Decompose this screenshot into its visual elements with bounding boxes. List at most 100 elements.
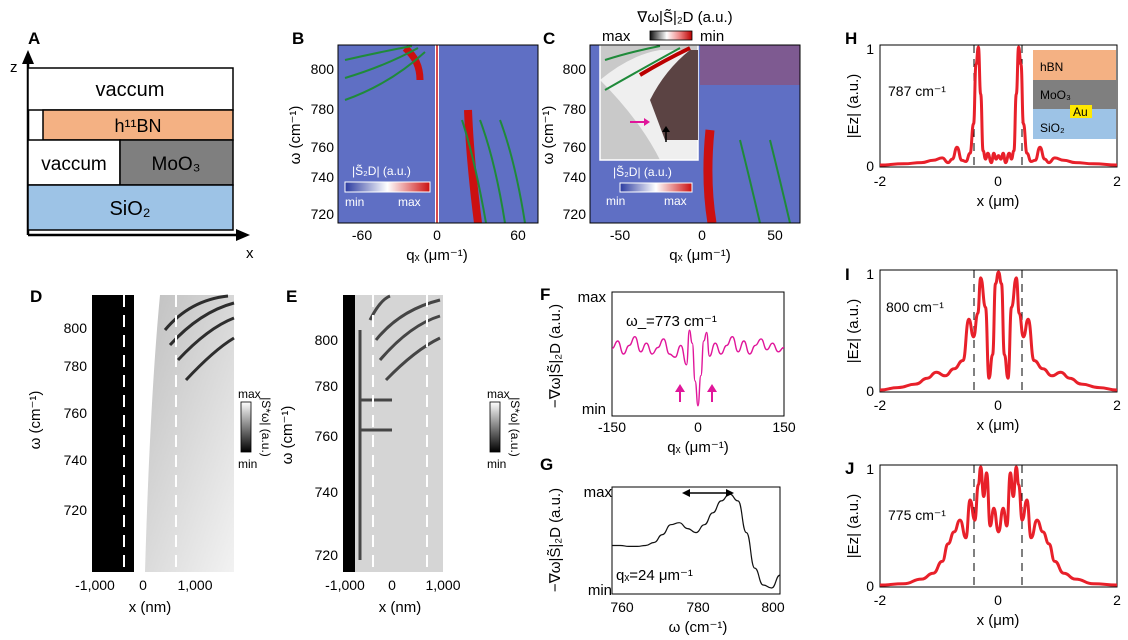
z-axis-label: z [10,59,18,76]
range-arrowhead-g-right [726,489,734,497]
green-curve-b2 [344,47,419,79]
xtick-c-0: -50 [610,227,630,243]
panel-label-e: E [286,287,297,306]
green-curve-b5 [479,119,506,223]
xtick-b-0: -60 [352,227,372,243]
inset-au [1070,105,1092,118]
colorbar-title-d: |S*ω| (a.u.) [259,397,273,457]
ytick-e-1: 780 [315,378,339,394]
colorbar-title-e: |S*ω| (a.u.) [508,397,522,457]
colorbar-min-e: min [487,457,506,471]
colorbar-c [619,182,693,193]
xtick-g-1: 780 [686,599,710,615]
xtick-d-0: -1,000 [75,577,115,593]
annotation-f: ω_=773 cm⁻¹ [626,313,717,330]
ytick-c-4: 720 [563,206,587,222]
annotation-h: 787 cm⁻¹ [888,83,946,99]
ytick-e-0: 800 [315,332,339,348]
inset-label-sio2: SiO₂ [1040,121,1065,135]
colorbar-min-c: min [606,194,625,208]
xlabel-d: x (nm) [129,599,172,616]
frame-j [879,464,1118,588]
xtick-b-1: 0 [433,227,441,243]
top-colorbar-c [649,30,693,41]
top-colorbar-title-c: ∇ω|S̃|₂D (a.u.) [636,9,732,26]
panel-b: B |S̃₂D| (a.u.) min max 800 780 760 740 … [287,29,539,264]
layer-vacuum-top [27,67,234,111]
xlabel-g: ω (cm⁻¹) [669,619,728,636]
xlabel-b: qₓ (μm⁻¹) [406,247,467,264]
layer-label-vacuum: vaccum [96,79,165,101]
annotation-g: qₓ=24 μm⁻¹ [616,567,693,584]
ytick-d-3: 740 [64,452,88,468]
frame-i [879,269,1118,393]
panel-h: H hBN MoO₃ Au SiO₂ 787 cm⁻¹ 1 0 -2 0 2 x… [845,29,1121,210]
ytick-d-1: 780 [64,358,88,374]
plot-area-g [611,493,781,589]
xtick-g-2: 800 [761,599,785,615]
frame-c [589,44,801,224]
xtick-h-0: -2 [874,173,887,189]
magenta-arrowhead-f-left [675,384,685,392]
layer-label-sio2: SiO₂ [109,198,150,220]
xtick-e-2: 1,000 [425,577,460,593]
panel-label-d: D [30,287,42,306]
xtick-c-2: 50 [767,227,783,243]
inset-hbn [1033,50,1116,80]
ytick-f-max: max [578,289,607,306]
panel-label-h: H [845,29,857,48]
ytick-j-0: 0 [866,578,874,594]
xlabel-j: x (μm) [977,612,1020,629]
ytick-b-3: 740 [311,169,335,185]
ytick-c-2: 760 [563,139,587,155]
colorbar-max-d: max [238,387,261,401]
xtick-h-2: 2 [1113,173,1121,189]
colorbar-e [489,401,501,453]
z-arrowhead [22,50,34,64]
xtick-f-0: -150 [598,419,626,435]
xtick-g-0: 760 [610,599,634,615]
colorbar-min-d: min [238,457,257,471]
green-curve-c4 [604,47,681,91]
colorbar-max-c: max [664,194,687,208]
ytick-c-0: 800 [563,61,587,77]
upper-red-region-c [700,45,800,85]
colorbar-d [240,401,252,453]
green-curve-c3 [604,45,661,61]
plot-area-h [879,45,1118,167]
ytick-b-2: 760 [311,139,335,155]
plot-area-j [879,465,1118,587]
panel-j: J 775 cm⁻¹ 1 0 -2 0 2 x (μm) |Ez| (a.u.) [845,459,1121,629]
ytick-d-2: 760 [64,405,88,421]
edge-bright-d [134,295,160,572]
ytick-e-3: 740 [315,484,339,500]
xtick-f-1: 0 [694,419,702,435]
colorbar-max-e: max [487,387,510,401]
colorbar-b [344,181,431,193]
annotation-j: 775 cm⁻¹ [888,507,946,523]
ylabel-g: −∇ω|S̃|₂D (a.u.) [547,488,564,592]
x-axis-label: x [246,245,254,262]
xlabel-e: x (nm) [379,599,422,616]
green-curve-c2 [769,139,791,223]
panel-label-j: J [845,459,854,478]
inset-label-moo3: MoO₃ [1040,88,1071,102]
xtick-i-0: -2 [874,397,887,413]
ylabel-c: ω (cm⁻¹) [540,106,557,165]
substrate-region-e [343,295,355,572]
layer-label-moo3: MoO₃ [152,154,201,175]
ytick-c-1: 780 [563,101,587,117]
xtick-e-1: 0 [388,577,396,593]
inset-red-band [638,46,691,77]
panel-e: E max min |S*ω| (a.u.) 800 780 760 740 7… [279,287,522,616]
ytick-c-3: 740 [563,169,587,185]
layer-moo3 [119,139,234,186]
xtick-h-1: 0 [994,173,1002,189]
panel-label-g: G [540,455,553,474]
panel-label-f: F [540,285,550,304]
inset-label-hbn: hBN [1040,60,1063,74]
inset-moo3 [1033,80,1116,109]
xlabel-c: qₓ (μm⁻¹) [669,247,730,264]
ytick-g-max: max [584,484,613,501]
ytick-b-0: 800 [311,61,335,77]
